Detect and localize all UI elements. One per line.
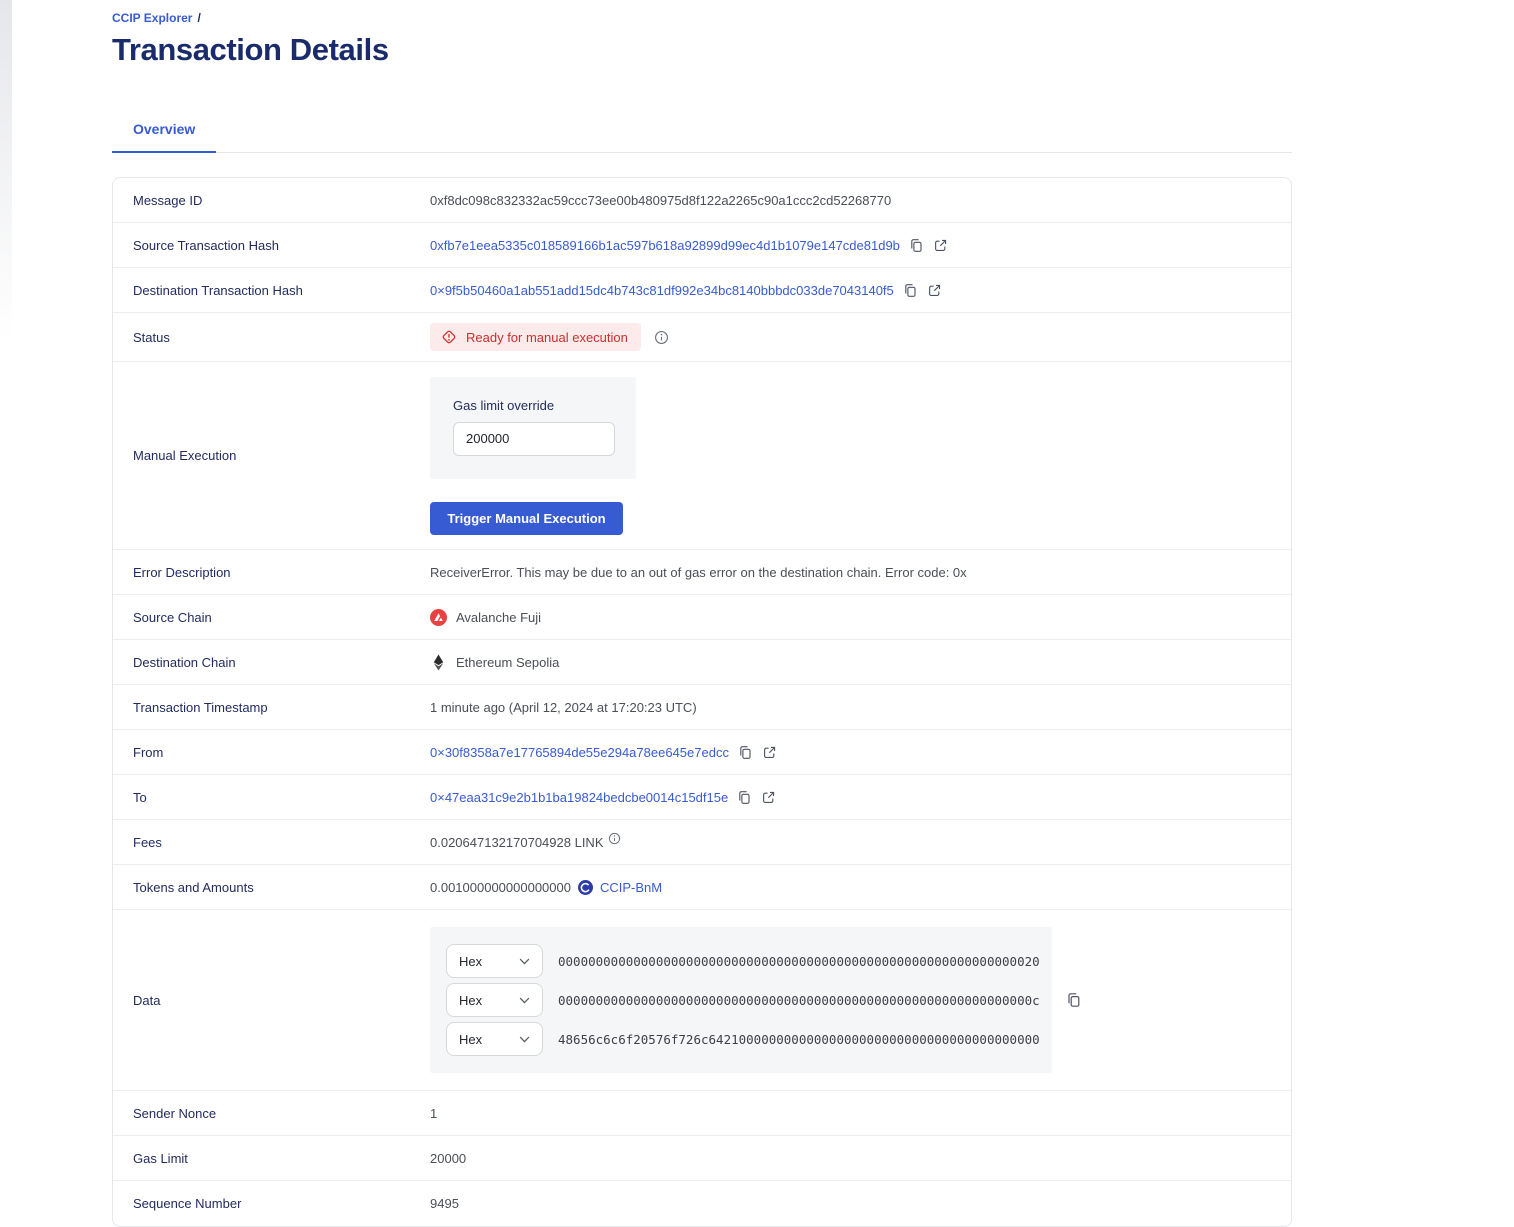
transaction-details-card: Message ID 0xf8dc098c832332ac59ccc73ee00…	[112, 177, 1292, 1227]
row-sequence-number: Sequence Number 9495	[113, 1181, 1291, 1226]
row-source-tx-hash: Source Transaction Hash 0xfb7e1eea5335c0…	[113, 223, 1291, 268]
data-hex-line: 0000000000000000000000000000000000000000…	[558, 992, 1040, 1008]
gas-limit-label: Gas Limit	[133, 1150, 188, 1166]
data-label: Data	[133, 992, 161, 1008]
row-gas-limit: Gas Limit 20000	[113, 1136, 1291, 1181]
data-format-value: Hex	[459, 1031, 483, 1047]
source-tx-hash-link[interactable]: 0xfb7e1eea5335c018589166b1ac597b618a9289…	[430, 237, 900, 253]
status-label: Status	[133, 329, 170, 345]
copy-icon[interactable]	[1066, 992, 1082, 1008]
row-data: Data Hex 0000000000000000000000000000000…	[113, 910, 1291, 1091]
dest-tx-hash-label: Destination Transaction Hash	[133, 282, 303, 298]
timestamp-label: Transaction Timestamp	[133, 699, 268, 715]
chevron-down-icon	[519, 997, 530, 1004]
data-line: Hex 48656c6c6f20576f726c6421000000000000…	[446, 1022, 1040, 1056]
page-edge-shade	[0, 0, 12, 340]
breadcrumb-separator: /	[197, 11, 201, 25]
dest-chain-value: Ethereum Sepolia	[456, 654, 560, 670]
message-id-label: Message ID	[133, 192, 203, 208]
row-sender-nonce: Sender Nonce 1	[113, 1091, 1291, 1136]
tab-bar: Overview	[112, 111, 1292, 153]
row-dest-chain: Destination Chain Ethereum Sepolia	[113, 640, 1291, 685]
chevron-down-icon	[519, 1036, 530, 1043]
alert-diamond-icon	[441, 329, 457, 345]
avalanche-logo-icon	[430, 608, 447, 626]
row-manual-execution: Manual Execution Gas limit override Trig…	[113, 362, 1291, 550]
main-content: CCIP Explorer / Transaction Details Overv…	[112, 0, 1292, 1227]
tokens-amounts-label: Tokens and Amounts	[133, 879, 254, 895]
manual-execution-label: Manual Execution	[133, 448, 237, 463]
gas-limit-override-label: Gas limit override	[453, 397, 555, 413]
from-address-link[interactable]: 0×30f8358a7e17765894de55e294a78ee645e7ed…	[430, 744, 729, 760]
token-link[interactable]: CCIP-BnM	[599, 879, 663, 895]
external-link-icon[interactable]	[933, 238, 948, 253]
fees-value: 0.020647132170704928 LINK	[430, 834, 604, 850]
row-error-description: Error Description ReceiverError. This ma…	[113, 550, 1291, 595]
gas-limit-override-input[interactable]	[453, 421, 615, 456]
data-format-value: Hex	[459, 953, 483, 969]
message-id-value: 0xf8dc098c832332ac59ccc73ee00b480975d8f1…	[430, 192, 892, 208]
source-chain-value: Avalanche Fuji	[456, 609, 542, 625]
row-dest-tx-hash: Destination Transaction Hash 0×9f5b50460…	[113, 268, 1291, 313]
row-message-id: Message ID 0xf8dc098c832332ac59ccc73ee00…	[113, 178, 1291, 223]
sender-nonce-label: Sender Nonce	[133, 1105, 217, 1121]
data-format-select[interactable]: Hex	[446, 944, 543, 978]
sequence-number-label: Sequence Number	[133, 1196, 242, 1211]
to-label: To	[133, 789, 147, 805]
data-line: Hex 000000000000000000000000000000000000…	[446, 983, 1040, 1017]
copy-icon[interactable]	[737, 790, 752, 805]
data-line: Hex 000000000000000000000000000000000000…	[446, 944, 1040, 978]
tab-overview[interactable]: Overview	[112, 111, 217, 153]
chevron-down-icon	[519, 958, 530, 965]
data-hex-line: 48656c6c6f20576f726c64210000000000000000…	[558, 1031, 1040, 1047]
dest-tx-hash-link[interactable]: 0×9f5b50460a1ab551add15dc4b743c81df992e3…	[430, 282, 894, 298]
breadcrumb: CCIP Explorer /	[112, 0, 1292, 25]
timestamp-value: 1 minute ago (April 12, 2024 at 17:20:23…	[430, 699, 697, 715]
row-status: Status Ready for manual execution	[113, 313, 1291, 362]
sender-nonce-value: 1	[430, 1105, 438, 1121]
ccip-token-icon	[577, 879, 593, 895]
external-link-icon[interactable]	[761, 790, 776, 805]
info-icon[interactable]	[608, 832, 621, 845]
gas-limit-override-box: Gas limit override	[430, 376, 636, 479]
error-description-label: Error Description	[133, 564, 231, 580]
breadcrumb-link-ccip-explorer[interactable]: CCIP Explorer	[112, 11, 193, 25]
row-timestamp: Transaction Timestamp 1 minute ago (Apri…	[113, 685, 1291, 730]
data-format-select[interactable]: Hex	[446, 983, 543, 1017]
row-source-chain: Source Chain Avalanche Fuji	[113, 595, 1291, 640]
row-tokens-amounts: Tokens and Amounts 0.001000000000000000 …	[113, 865, 1291, 910]
info-icon[interactable]	[654, 330, 669, 345]
ethereum-logo-icon	[430, 654, 447, 671]
from-label: From	[133, 744, 164, 760]
data-panel: Hex 000000000000000000000000000000000000…	[430, 927, 1052, 1073]
source-chain-label: Source Chain	[133, 609, 212, 625]
row-to: To 0×47eaa31c9e2b1b1ba19824bedcbe0014c15…	[113, 775, 1291, 820]
status-badge: Ready for manual execution	[430, 323, 641, 351]
page-title: Transaction Details	[112, 32, 389, 67]
external-link-icon[interactable]	[762, 745, 777, 760]
error-description-value: ReceiverError. This may be due to an out…	[430, 564, 967, 580]
trigger-manual-execution-button[interactable]: Trigger Manual Execution	[430, 501, 623, 535]
data-hex-line: 0000000000000000000000000000000000000000…	[558, 953, 1040, 969]
row-from: From 0×30f8358a7e17765894de55e294a78ee64…	[113, 730, 1291, 775]
token-amount-value: 0.001000000000000000	[430, 879, 571, 895]
source-tx-hash-label: Source Transaction Hash	[133, 237, 279, 253]
fees-label: Fees	[133, 834, 162, 850]
dest-chain-label: Destination Chain	[133, 654, 236, 670]
row-fees: Fees 0.020647132170704928 LINK	[113, 820, 1291, 865]
external-link-icon[interactable]	[927, 283, 942, 298]
copy-icon[interactable]	[738, 745, 753, 760]
data-format-value: Hex	[459, 992, 483, 1008]
copy-icon[interactable]	[903, 283, 918, 298]
status-badge-text: Ready for manual execution	[466, 329, 628, 345]
to-address-link[interactable]: 0×47eaa31c9e2b1b1ba19824bedcbe0014c15df1…	[430, 789, 729, 805]
gas-limit-value: 20000	[430, 1150, 467, 1166]
data-format-select[interactable]: Hex	[446, 1022, 543, 1056]
copy-icon[interactable]	[909, 238, 924, 253]
sequence-number-value: 9495	[430, 1196, 459, 1211]
